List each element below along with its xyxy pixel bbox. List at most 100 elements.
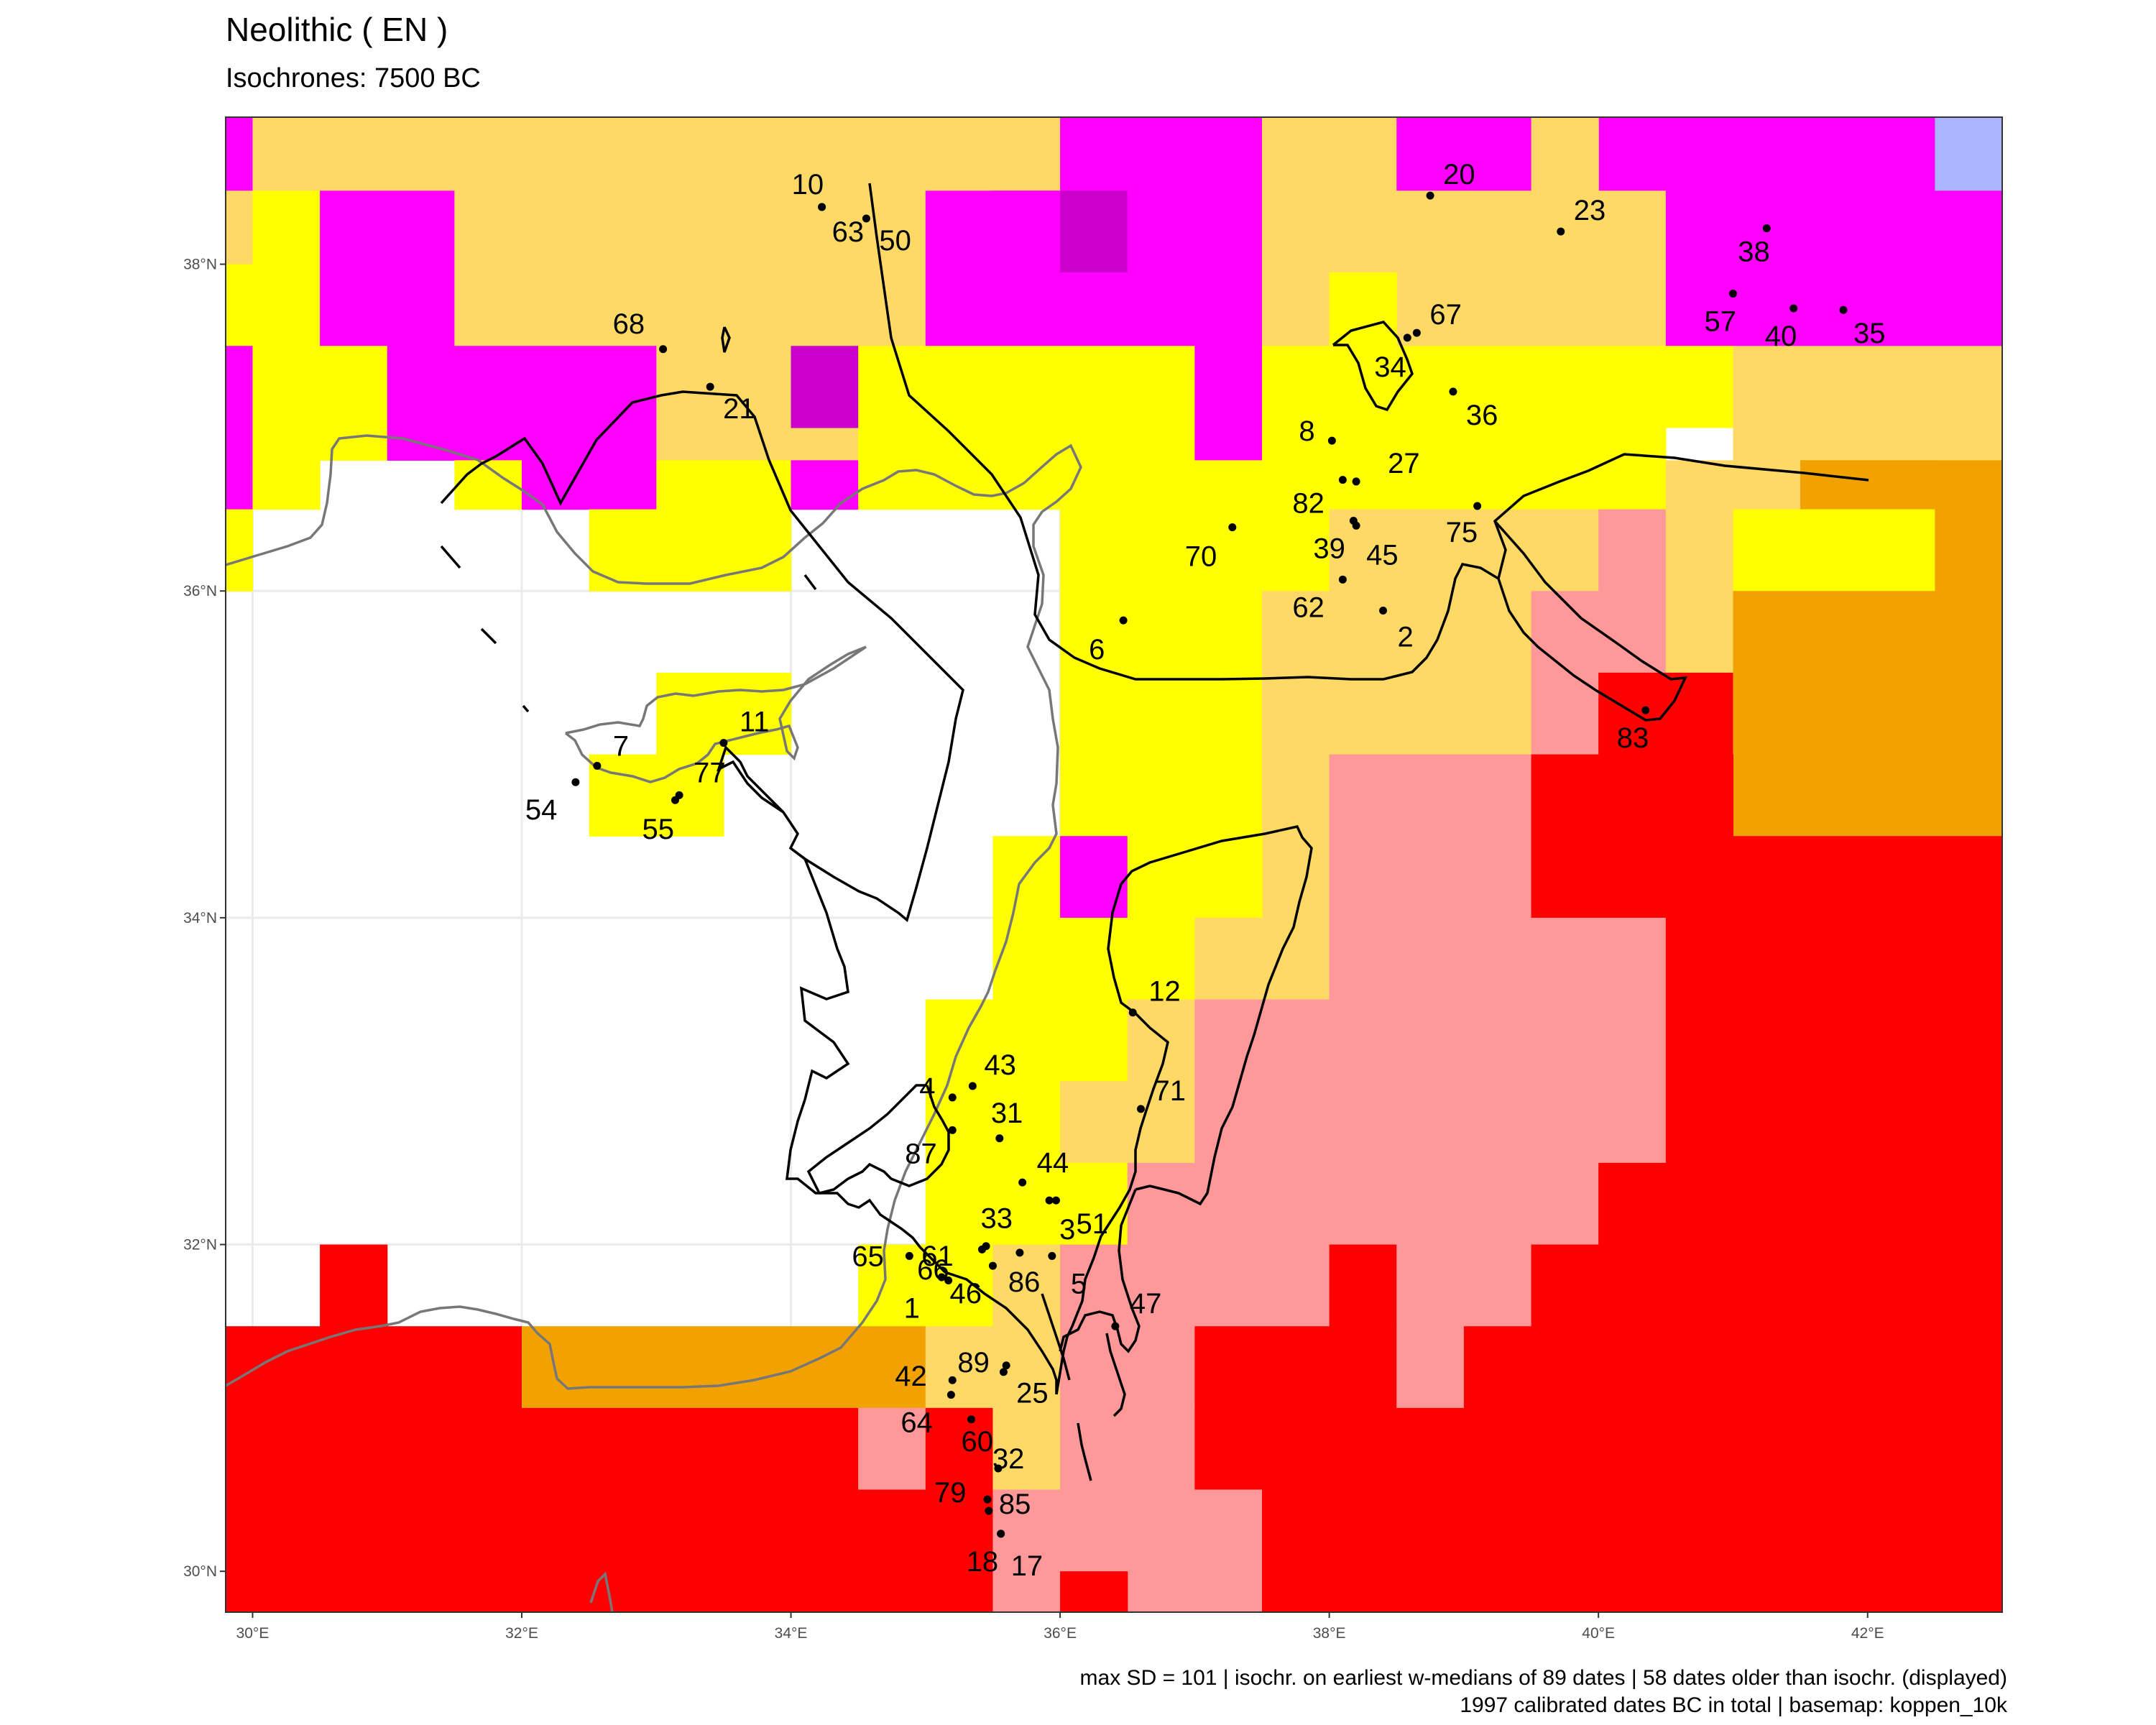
site-dot: [968, 1082, 977, 1090]
site-label: 55: [642, 814, 674, 845]
panel-border: [225, 116, 2003, 1613]
caption-line-2: 1997 calibrated dates BC in total | base…: [1460, 1693, 2007, 1717]
site-label: 34: [1374, 351, 1406, 383]
site-label: 61: [921, 1241, 954, 1272]
site-dot: [1762, 224, 1771, 233]
site-label: 32: [992, 1443, 1025, 1475]
climate-cell: [226, 460, 254, 510]
site-label: 44: [1037, 1147, 1069, 1179]
lon-tick-label: 30°E: [236, 1625, 270, 1642]
climate-cell: [1396, 1326, 1465, 1409]
site-label: 42: [895, 1361, 927, 1392]
site-dot: [1789, 304, 1798, 313]
lat-tick-label: 32°N: [183, 1237, 217, 1254]
climate-cell: [1194, 1407, 2002, 1491]
climate-cell: [1396, 117, 1532, 191]
climate-cell: [1329, 509, 1599, 592]
climate-cell: [226, 264, 254, 346]
site-dot: [1015, 1248, 1024, 1257]
climate-cell: [1396, 190, 1532, 346]
site-dot: [1352, 521, 1360, 530]
climate-cell: [992, 917, 1195, 1000]
site-dot: [1228, 523, 1237, 532]
climate-cell: [252, 346, 388, 461]
site-dot: [999, 1368, 1008, 1376]
site-label: 83: [1617, 722, 1649, 754]
climate-cell: [1531, 117, 1599, 191]
lat-tick-label: 30°N: [183, 1563, 217, 1580]
site-dot: [1379, 607, 1388, 615]
climate-raster: [226, 117, 2002, 1612]
site-dot: [1426, 191, 1434, 200]
site-label: 11: [740, 707, 770, 738]
climate-cell: [387, 346, 657, 461]
climate-cell: [1396, 1244, 1532, 1327]
climate-cell: [1194, 460, 1667, 510]
climate-cell: [522, 460, 657, 510]
site-dot: [995, 1134, 1004, 1143]
climate-cell: [992, 1407, 1061, 1491]
climate-cell: [925, 1326, 994, 1409]
climate-cell: [1531, 917, 1667, 1000]
site-label: 70: [1185, 541, 1217, 573]
site-label: 82: [1292, 488, 1325, 520]
site-label: 45: [1366, 539, 1399, 571]
site-label: 12: [1148, 976, 1181, 1008]
climate-cell: [1194, 346, 1263, 461]
caption-line-1: max SD = 101 | isochr. on earliest w-med…: [1079, 1666, 2007, 1690]
climate-cell: [252, 117, 1061, 191]
climate-cell: [1329, 917, 1532, 1000]
climate-cell: [1060, 272, 1263, 346]
lat-tick-label: 38°N: [183, 257, 217, 273]
site-label: 67: [1429, 299, 1462, 331]
site-label: 27: [1388, 448, 1420, 479]
climate-cell: [1194, 1162, 1599, 1246]
climate-cell: [1262, 346, 1667, 461]
climate-cell: [791, 346, 859, 428]
site-dot: [948, 1126, 957, 1134]
climate-cell: [1127, 190, 1263, 273]
climate-cell: [1262, 1489, 2002, 1612]
site-label: 7: [613, 730, 629, 762]
map-title: Neolithic ( EN ): [226, 11, 448, 48]
site-dot: [967, 1415, 975, 1424]
site-dot: [983, 1495, 992, 1504]
site-label: 33: [980, 1202, 1013, 1234]
climate-cell: [1060, 117, 1263, 191]
site-label: 85: [999, 1489, 1031, 1520]
site-dot: [1473, 502, 1482, 510]
site-dot: [1449, 387, 1457, 396]
site-dot: [1018, 1178, 1027, 1187]
site-dot: [1128, 1008, 1137, 1017]
lon-tick-label: 36°E: [1044, 1625, 1077, 1642]
climate-cell: [1060, 1407, 1195, 1491]
site-label: 79: [934, 1477, 967, 1509]
site-dot: [1728, 290, 1737, 298]
site-label: 20: [1443, 159, 1475, 190]
site-label: 46: [949, 1278, 982, 1310]
climate-cell: [656, 460, 792, 510]
lon-tick-label: 40°E: [1582, 1625, 1615, 1642]
isochrone-lines: [440, 183, 1869, 1481]
site-label: 6: [1089, 634, 1105, 666]
climate-cell: [925, 1407, 994, 1491]
site-label: 60: [961, 1426, 993, 1458]
climate-cell: [1194, 917, 1330, 1000]
climate-cell: [1665, 917, 2002, 1000]
climate-cell: [1665, 672, 1734, 755]
site-dot: [1412, 328, 1421, 337]
site-label: 21: [723, 393, 755, 425]
site-label: 77: [694, 757, 726, 788]
site-label: 23: [1574, 195, 1606, 226]
site-label: 18: [967, 1546, 999, 1578]
lon-tick-label: 34°E: [775, 1625, 808, 1642]
site-label: 63: [832, 216, 865, 248]
climate-cell: [925, 999, 1128, 1082]
site-dot: [593, 761, 602, 770]
climate-cell: [226, 1407, 859, 1491]
site-dot: [671, 796, 679, 804]
site-label: 38: [1738, 236, 1770, 268]
climate-cell: [1127, 1162, 1195, 1246]
site-dot: [659, 345, 668, 354]
